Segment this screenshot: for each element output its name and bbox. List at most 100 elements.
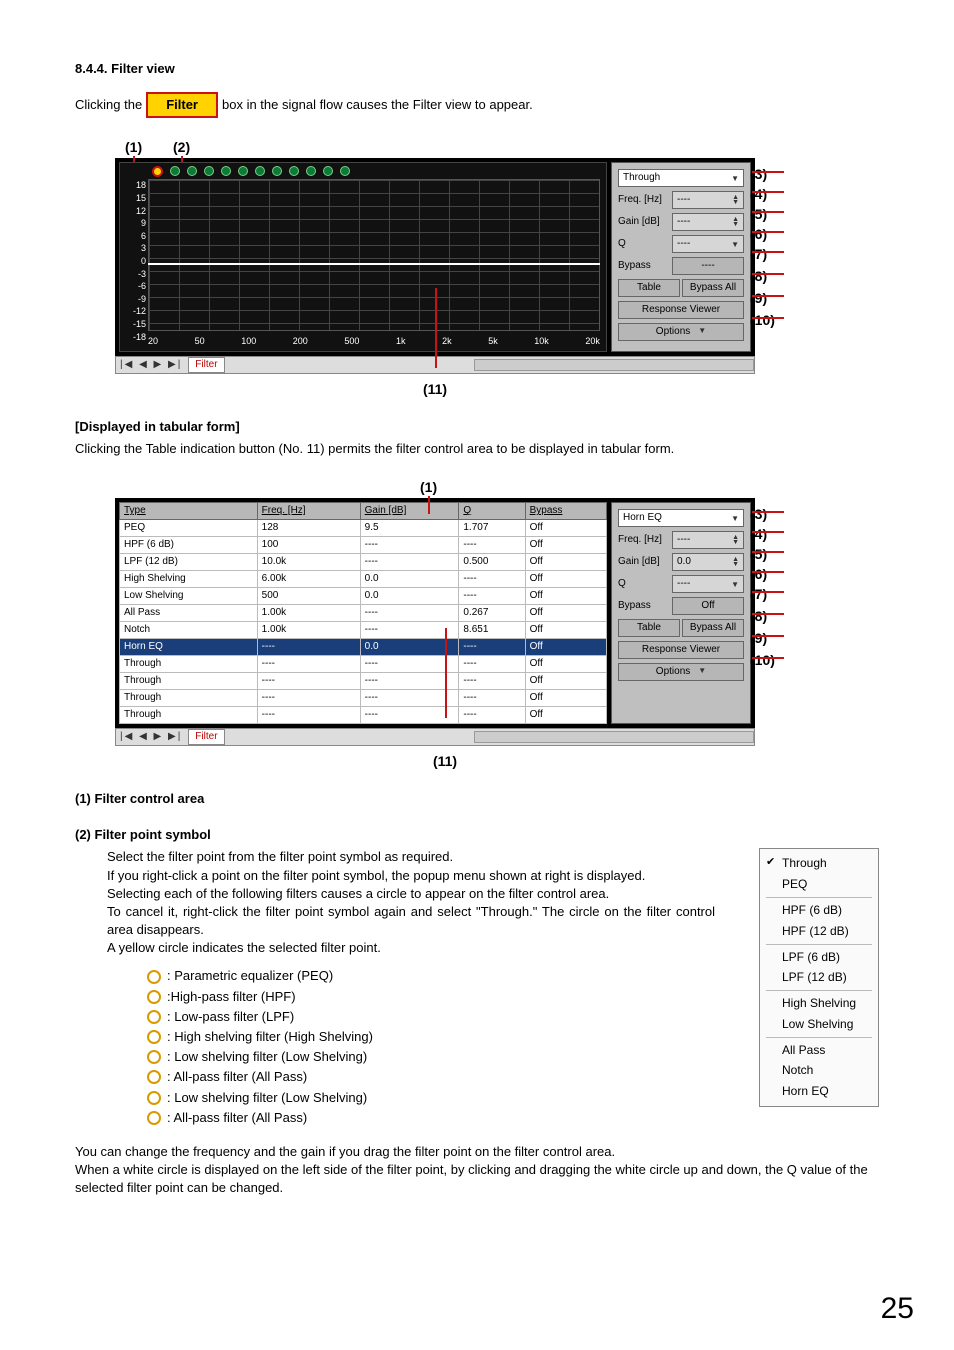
callout-11b-line bbox=[445, 628, 447, 718]
table-row[interactable]: High Shelving6.00k0.0----Off bbox=[120, 571, 607, 588]
filter-point[interactable] bbox=[204, 166, 214, 176]
horizontal-scrollbar[interactable] bbox=[474, 731, 754, 743]
filter-box-button[interactable]: Filter bbox=[146, 92, 218, 118]
table-row[interactable]: LPF (12 dB)10.0k----0.500Off bbox=[120, 554, 607, 571]
options-button[interactable]: Options ▼ bbox=[618, 663, 744, 681]
response-viewer-button[interactable]: Response Viewer bbox=[618, 301, 744, 319]
filter-point[interactable] bbox=[306, 166, 316, 176]
tab-nav-controls[interactable]: |◀ ◀ ▶ ▶| bbox=[116, 730, 186, 744]
tab-nav-controls[interactable]: |◀ ◀ ▶ ▶| bbox=[116, 358, 186, 372]
filter-point[interactable] bbox=[170, 166, 180, 176]
marker-10: (10) bbox=[750, 311, 775, 331]
filter-type-select[interactable]: Horn EQ ▼ bbox=[618, 509, 744, 527]
table-row[interactable]: Notch1.00k----8.651Off bbox=[120, 622, 607, 639]
filter-graph[interactable]: 1815129630-3-6-9-12-15-18 20501002005001… bbox=[119, 162, 607, 352]
filter-table[interactable]: TypeFreq. [Hz]Gain [dB]QBypass PEQ1289.5… bbox=[119, 502, 607, 724]
table-cell: ---- bbox=[459, 656, 525, 673]
table-button[interactable]: Table bbox=[618, 619, 680, 637]
options-button[interactable]: Options ▼ bbox=[618, 323, 744, 341]
marker-3: (3) bbox=[750, 165, 767, 185]
filter-type-popup[interactable]: ThroughPEQ HPF (6 dB)HPF (12 dB) LPF (6 dB… bbox=[759, 848, 879, 1107]
table-row[interactable]: Low Shelving5000.0----Off bbox=[120, 588, 607, 605]
legend-item: :High-pass filter (HPF) bbox=[147, 988, 715, 1006]
bypass-all-button[interactable]: Bypass All bbox=[682, 279, 744, 297]
filter-icon bbox=[147, 970, 161, 984]
freq-input[interactable]: ----▲▼ bbox=[672, 531, 744, 549]
menu-item[interactable]: HPF (6 dB) bbox=[760, 900, 878, 921]
filter-point[interactable] bbox=[289, 166, 299, 176]
table-row[interactable]: Through------------Off bbox=[120, 690, 607, 707]
marker-7: (7) bbox=[750, 245, 767, 265]
bypass-button[interactable]: ---- bbox=[672, 257, 744, 275]
menu-item[interactable]: Through bbox=[760, 853, 878, 874]
menu-item[interactable]: HPF (12 dB) bbox=[760, 921, 878, 942]
filter-type-select[interactable]: Through ▼ bbox=[618, 169, 744, 187]
table-header[interactable]: Bypass bbox=[525, 503, 606, 520]
marker-5: (5) bbox=[750, 205, 767, 225]
bypass-button[interactable]: Off bbox=[672, 597, 744, 615]
table-button[interactable]: Table bbox=[618, 279, 680, 297]
marker-6: (6) bbox=[750, 225, 767, 245]
spinner-icon[interactable]: ▲▼ bbox=[732, 195, 739, 205]
filter-point[interactable] bbox=[238, 166, 248, 176]
gain-input[interactable]: ----▲▼ bbox=[672, 213, 744, 231]
tab-filter[interactable]: Filter bbox=[188, 729, 224, 745]
filter-point[interactable] bbox=[221, 166, 231, 176]
menu-item[interactable]: All Pass bbox=[760, 1040, 878, 1061]
table-cell: Off bbox=[525, 554, 606, 571]
table-row[interactable]: Through------------Off bbox=[120, 656, 607, 673]
q-input[interactable]: ----▼ bbox=[672, 575, 744, 593]
filter-point-selected[interactable] bbox=[152, 166, 163, 177]
table-row[interactable]: Horn EQ----0.0----Off bbox=[120, 639, 607, 656]
table-header[interactable]: Q bbox=[459, 503, 525, 520]
table-header[interactable]: Type bbox=[120, 503, 258, 520]
filter-point[interactable] bbox=[323, 166, 333, 176]
marker-4: (4) bbox=[750, 185, 767, 205]
table-row[interactable]: Through------------Off bbox=[120, 707, 607, 724]
legend-text: : Low shelving filter (Low Shelving) bbox=[167, 1089, 367, 1107]
table-cell: ---- bbox=[459, 673, 525, 690]
tab-filter[interactable]: Filter bbox=[188, 357, 224, 373]
table-cell: ---- bbox=[257, 690, 360, 707]
menu-item[interactable]: High Shelving bbox=[760, 993, 878, 1014]
freq-input[interactable]: ----▲▼ bbox=[672, 191, 744, 209]
horizontal-scrollbar[interactable] bbox=[474, 359, 754, 371]
menu-item[interactable]: Low Shelving bbox=[760, 1014, 878, 1035]
menu-item[interactable]: Notch bbox=[760, 1060, 878, 1081]
filter-point[interactable] bbox=[187, 166, 197, 176]
table-cell: ---- bbox=[459, 639, 525, 656]
marker-8: (8) bbox=[750, 267, 767, 287]
table-cell: High Shelving bbox=[120, 571, 258, 588]
section-title: Filter view bbox=[111, 61, 175, 76]
table-cell: Off bbox=[525, 656, 606, 673]
marker-11: (11) bbox=[375, 380, 495, 400]
table-row[interactable]: HPF (6 dB)100--------Off bbox=[120, 537, 607, 554]
spinner-icon[interactable]: ▲▼ bbox=[732, 557, 739, 567]
bypass-all-button[interactable]: Bypass All bbox=[682, 619, 744, 637]
footer-text-1: You can change the frequency and the gai… bbox=[75, 1143, 879, 1161]
menu-item[interactable]: Horn EQ bbox=[760, 1081, 878, 1102]
gain-input[interactable]: 0.0▲▼ bbox=[672, 553, 744, 571]
spinner-icon[interactable]: ▲▼ bbox=[732, 217, 739, 227]
menu-item[interactable]: PEQ bbox=[760, 874, 878, 895]
filter-point[interactable] bbox=[340, 166, 350, 176]
marker-9: (9) bbox=[750, 289, 767, 309]
fig2-top-markers: (1) bbox=[115, 478, 755, 498]
menu-separator bbox=[766, 897, 872, 898]
table-row[interactable]: All Pass1.00k----0.267Off bbox=[120, 605, 607, 622]
table-cell: Off bbox=[525, 537, 606, 554]
table-header[interactable]: Gain [dB] bbox=[360, 503, 459, 520]
table-row[interactable]: PEQ1289.51.707Off bbox=[120, 520, 607, 537]
menu-item[interactable]: LPF (6 dB) bbox=[760, 947, 878, 968]
filter-point[interactable] bbox=[255, 166, 265, 176]
fig1-side-panel: Through ▼ Freq. [Hz] ----▲▼ Gain [dB] --… bbox=[611, 162, 751, 352]
spinner-icon[interactable]: ▲▼ bbox=[732, 535, 739, 545]
table-header[interactable]: Freq. [Hz] bbox=[257, 503, 360, 520]
table-row[interactable]: Through------------Off bbox=[120, 673, 607, 690]
filter-point[interactable] bbox=[272, 166, 282, 176]
q-input[interactable]: ----▼ bbox=[672, 235, 744, 253]
table-cell: 100 bbox=[257, 537, 360, 554]
response-viewer-button[interactable]: Response Viewer bbox=[618, 641, 744, 659]
legend-item: : Low shelving filter (Low Shelving) bbox=[147, 1048, 715, 1066]
menu-item[interactable]: LPF (12 dB) bbox=[760, 967, 878, 988]
